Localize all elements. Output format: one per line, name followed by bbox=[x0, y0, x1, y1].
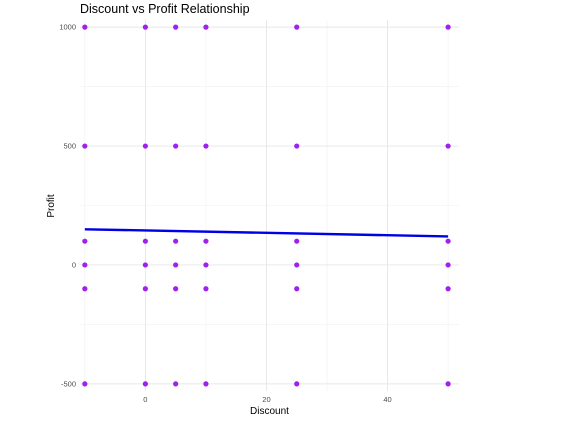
data-point bbox=[445, 238, 451, 244]
data-point bbox=[82, 238, 88, 244]
data-point bbox=[203, 238, 209, 244]
data-point bbox=[173, 286, 179, 292]
data-point bbox=[294, 143, 300, 149]
trend-line-layer bbox=[84, 228, 449, 238]
data-point bbox=[142, 24, 148, 30]
x-tick-label: 0 bbox=[143, 395, 147, 404]
data-point bbox=[294, 381, 300, 387]
data-point bbox=[173, 262, 179, 268]
data-point bbox=[203, 24, 209, 30]
data-point bbox=[82, 24, 88, 30]
y-tick-labels: -500 0 500 1000 bbox=[59, 23, 76, 389]
data-point bbox=[173, 143, 179, 149]
y-tick-label: -500 bbox=[61, 379, 76, 388]
data-point bbox=[203, 262, 209, 268]
trend-line bbox=[84, 228, 449, 238]
x-tick-label: 20 bbox=[262, 395, 270, 404]
data-point bbox=[445, 381, 451, 387]
data-point bbox=[445, 143, 451, 149]
data-point bbox=[173, 381, 179, 387]
data-point bbox=[294, 262, 300, 268]
x-axis-title: Discount bbox=[250, 406, 289, 417]
data-point bbox=[203, 143, 209, 149]
data-point bbox=[142, 381, 148, 387]
data-point bbox=[294, 286, 300, 292]
chart-title: Discount vs Profit Relationship bbox=[80, 2, 250, 16]
data-point bbox=[173, 24, 179, 30]
data-point bbox=[82, 286, 88, 292]
y-tick-label: 0 bbox=[72, 261, 76, 270]
data-point bbox=[142, 286, 148, 292]
y-tick-label: 1000 bbox=[59, 23, 76, 32]
x-tick-label: 40 bbox=[383, 395, 391, 404]
grid bbox=[80, 20, 459, 391]
data-point bbox=[142, 238, 148, 244]
data-point bbox=[142, 143, 148, 149]
x-tick-labels: 0 20 40 bbox=[143, 395, 391, 404]
y-axis-title: Profit bbox=[46, 194, 57, 218]
data-point bbox=[142, 262, 148, 268]
points-layer bbox=[82, 24, 451, 387]
data-point bbox=[445, 24, 451, 30]
y-tick-label: 500 bbox=[63, 142, 76, 151]
data-point bbox=[82, 381, 88, 387]
data-point bbox=[203, 286, 209, 292]
data-point bbox=[82, 262, 88, 268]
data-point bbox=[203, 381, 209, 387]
data-point bbox=[445, 286, 451, 292]
data-point bbox=[173, 238, 179, 244]
data-point bbox=[294, 24, 300, 30]
data-point bbox=[445, 262, 451, 268]
data-point bbox=[82, 143, 88, 149]
data-point bbox=[294, 238, 300, 244]
